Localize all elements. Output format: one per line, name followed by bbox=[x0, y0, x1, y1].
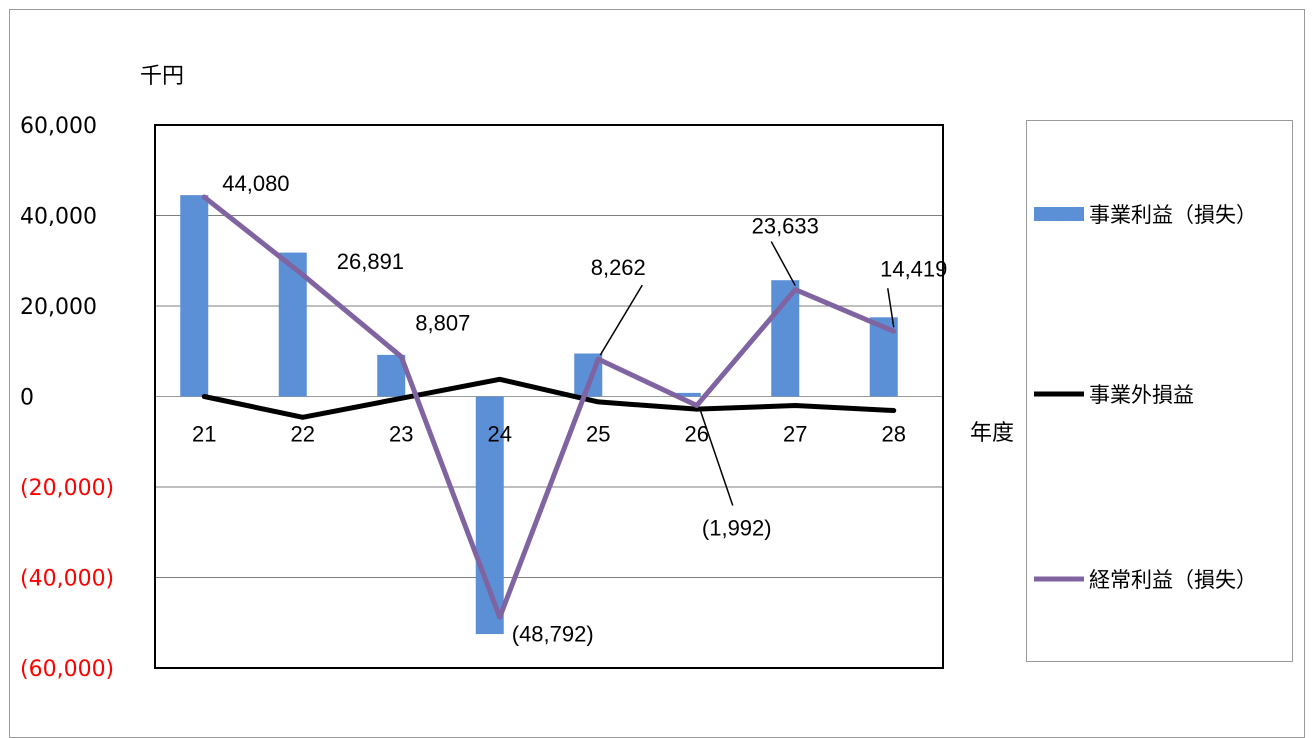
data-label: (48,792) bbox=[512, 621, 594, 646]
data-labels: 44,080 26,891 8,807 (48,792) 8,262 (1,992) 23,… bbox=[222, 171, 947, 646]
x-tick-label: 24 bbox=[488, 422, 512, 447]
leader-line bbox=[887, 288, 895, 328]
x-tick-label: 27 bbox=[783, 422, 807, 447]
x-tick-label: 22 bbox=[291, 422, 315, 447]
leader-line bbox=[599, 284, 643, 356]
data-label: 26,891 bbox=[337, 249, 404, 274]
legend-label: 事業外損益 bbox=[1089, 383, 1194, 407]
y-tick-label: (20,000) bbox=[20, 476, 114, 501]
y-tick-label: (40,000) bbox=[20, 567, 114, 592]
legend-label: 事業利益（損失） bbox=[1089, 203, 1257, 227]
data-label: 8,262 bbox=[591, 255, 646, 280]
label-leader-lines bbox=[599, 241, 895, 506]
leader-line bbox=[770, 241, 796, 286]
bar-series bbox=[180, 195, 898, 635]
legend-swatch bbox=[1034, 207, 1084, 221]
data-label: (1,992) bbox=[702, 516, 772, 541]
x-tick-label: 25 bbox=[586, 422, 610, 447]
line-series bbox=[201, 194, 897, 620]
unit-label: 千円 bbox=[140, 64, 184, 89]
data-label: 23,633 bbox=[752, 214, 819, 239]
y-tick-label: 20,000 bbox=[20, 295, 97, 320]
x-tick-label: 28 bbox=[882, 422, 906, 447]
data-label: 8,807 bbox=[415, 311, 470, 336]
legend-label: 経常利益（損失） bbox=[1089, 568, 1257, 592]
plot-area-border bbox=[154, 124, 944, 669]
bar bbox=[180, 195, 209, 397]
leader-line bbox=[700, 411, 734, 506]
x-tick-label: 23 bbox=[389, 422, 413, 447]
x-axis-label: 年度 bbox=[970, 421, 1014, 446]
x-tick-label: 21 bbox=[192, 422, 216, 447]
series-line bbox=[201, 376, 897, 420]
y-tick-label: (60,000) bbox=[20, 657, 114, 682]
y-tick-label: 40,000 bbox=[20, 205, 97, 230]
data-label: 44,080 bbox=[222, 171, 289, 196]
y-tick-label: 60,000 bbox=[20, 114, 97, 139]
data-label: 14,419 bbox=[880, 256, 947, 281]
series-line bbox=[201, 194, 897, 620]
bar bbox=[672, 392, 701, 397]
y-axis-tick-labels: 60,000 40,000 20,000 0 (20,000) (40,000) (60,0… bbox=[20, 114, 114, 682]
x-axis-tick-labels: 21 22 23 24 25 26 27 28 bbox=[192, 422, 906, 447]
y-tick-label: 0 bbox=[20, 386, 34, 411]
